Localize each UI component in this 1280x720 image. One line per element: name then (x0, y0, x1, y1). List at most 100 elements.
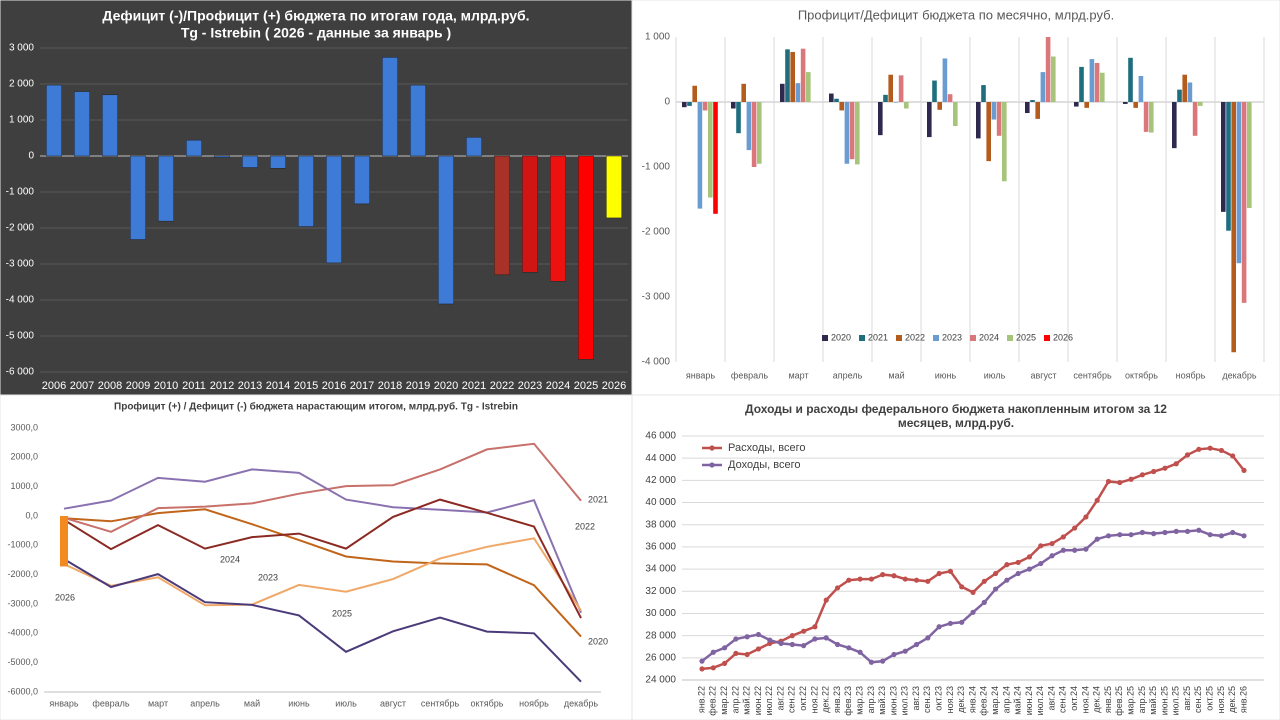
x-tick-label: январь (686, 370, 716, 380)
bar (326, 155, 342, 264)
bar (1231, 102, 1236, 353)
x-tick-label: апр.23 (866, 686, 876, 713)
x-tick-label: фев.25 (1114, 686, 1124, 716)
y-tick-label: -1 000 (6, 187, 35, 198)
x-tick-label: 2009 (126, 380, 150, 392)
bar (834, 98, 839, 102)
point-marker (947, 568, 954, 574)
x-tick-label: окт.25 (1205, 686, 1215, 711)
y-tick-label: -2 000 (642, 227, 671, 238)
bar (46, 84, 62, 157)
point-marker (1117, 532, 1123, 538)
bar (1221, 102, 1226, 212)
bar (806, 72, 811, 102)
y-tick-label: 0 (664, 97, 670, 108)
bar (736, 102, 741, 134)
chart-panel: Доходы и расходы федерального бюджета на… (631, 394, 1280, 720)
x-tick-label: 2012 (210, 380, 234, 392)
x-tick-label: июн.25 (1159, 686, 1169, 715)
y-tick-label: -2 000 (6, 223, 35, 234)
legend-label: 2024 (979, 332, 999, 342)
x-tick-label: август (1030, 370, 1056, 380)
y-tick-label: -3000,0 (7, 598, 38, 608)
bar (849, 102, 855, 160)
point-marker (834, 641, 841, 648)
x-tick-label: окт.22 (798, 686, 808, 711)
series-annotation: 2021 (588, 494, 608, 504)
x-tick-label: сентябрь (421, 698, 460, 708)
series-line (63, 537, 582, 612)
bar (438, 155, 454, 305)
series-annotation: 2023 (258, 572, 278, 582)
x-tick-label: авг.22 (775, 686, 785, 710)
x-tick-label: июль (984, 370, 1006, 380)
bar (991, 102, 997, 120)
bar (927, 102, 932, 138)
x-tick-label: окт.23 (934, 686, 944, 711)
x-tick-label: 2006 (42, 380, 66, 392)
point-marker (1241, 533, 1247, 539)
legend-swatch (896, 335, 902, 341)
point-marker (767, 637, 773, 643)
x-tick-label: июль (335, 698, 357, 708)
legend-marker (709, 462, 715, 468)
y-tick-label: 44 000 (645, 453, 676, 464)
legend-label: 2026 (1053, 332, 1073, 342)
point-marker (1173, 528, 1179, 534)
bar (60, 516, 68, 567)
series-annotation: 2024 (220, 554, 240, 564)
x-tick-label: 2025 (574, 380, 598, 392)
x-tick-label: дек.24 (1092, 686, 1102, 713)
x-tick-label: 2017 (350, 380, 374, 392)
point-marker (902, 576, 908, 582)
bar (1100, 72, 1105, 102)
y-tick-label: 38 000 (645, 519, 676, 530)
y-tick-label: -2000,0 (7, 569, 38, 579)
point-marker (1060, 534, 1066, 540)
point-marker (755, 631, 762, 638)
bar (410, 84, 426, 157)
bar (270, 155, 286, 169)
bar (1182, 74, 1187, 102)
legend-marker (709, 445, 715, 451)
x-tick-label: 2023 (518, 380, 542, 392)
point-marker (733, 636, 739, 642)
bar (976, 102, 981, 139)
x-tick-label: дек.22 (821, 686, 831, 713)
bar (578, 155, 594, 360)
point-marker (891, 651, 897, 658)
x-tick-label: июл.23 (900, 686, 910, 715)
legend-swatch (933, 335, 939, 341)
x-tick-label: окт.24 (1069, 686, 1079, 711)
y-tick-label: 30 000 (645, 608, 676, 619)
bar (1123, 102, 1128, 104)
bar (1187, 82, 1193, 102)
y-tick-label: -5000,0 (7, 657, 38, 667)
x-tick-label: сен.23 (922, 686, 932, 713)
x-tick-label: июл.25 (1171, 686, 1181, 715)
legend-label: 2020 (831, 332, 851, 342)
point-marker (1151, 531, 1157, 537)
bar (1051, 56, 1056, 102)
y-tick-label: 28 000 (645, 630, 676, 641)
point-marker (992, 586, 999, 592)
x-tick-label: апрель (190, 698, 220, 708)
point-marker (1060, 547, 1066, 553)
bar (1177, 89, 1182, 102)
bar (382, 57, 398, 157)
point-marker (823, 635, 829, 641)
x-tick-label: 2010 (154, 380, 178, 392)
y-tick-label: 26 000 (645, 652, 676, 663)
point-marker (857, 649, 863, 655)
point-marker (1151, 468, 1157, 475)
point-marker (1184, 528, 1191, 534)
point-marker (812, 636, 818, 642)
legend-swatch (822, 335, 828, 341)
bar (741, 83, 746, 102)
x-tick-label: май (244, 698, 260, 708)
y-tick-label: -6 000 (6, 367, 35, 378)
bar (1128, 57, 1133, 102)
bar (878, 102, 883, 136)
series-line (63, 498, 582, 619)
x-tick-label: 2019 (406, 380, 430, 392)
